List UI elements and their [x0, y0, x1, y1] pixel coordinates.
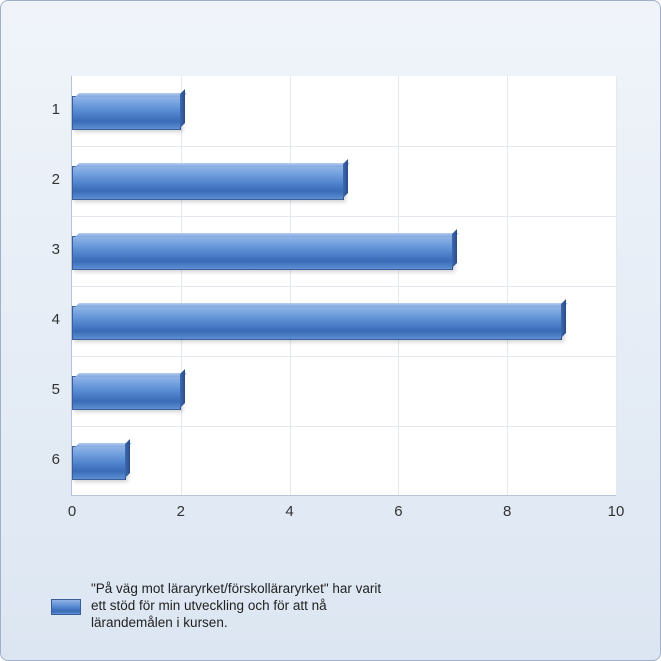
bar — [72, 236, 453, 270]
legend-swatch — [51, 599, 81, 615]
x-tick-label: 4 — [285, 495, 293, 520]
x-tick-label: 2 — [177, 495, 185, 520]
bar — [72, 376, 181, 410]
x-tick-label: 6 — [394, 495, 402, 520]
plot-area: 1 2 3 4 5 6 0 2 4 6 8 10 — [71, 76, 616, 496]
bar-row: 5 — [72, 356, 616, 426]
bar-row: 3 — [72, 216, 616, 286]
bar-row: 2 — [72, 146, 616, 216]
bar-row: 6 — [72, 426, 616, 496]
y-tick-label: 5 — [52, 382, 72, 397]
gridline-v — [616, 76, 617, 495]
y-tick-label: 1 — [52, 102, 72, 117]
bar — [72, 306, 562, 340]
legend-text: "På väg mot läraryrket/förskolläraryrket… — [91, 581, 391, 632]
bar — [72, 166, 344, 200]
bar — [72, 446, 126, 480]
bar — [72, 96, 181, 130]
legend: "På väg mot läraryrket/förskolläraryrket… — [51, 581, 391, 632]
x-tick-label: 8 — [503, 495, 511, 520]
chart-frame: 1 2 3 4 5 6 0 2 4 6 8 10 "P — [0, 0, 661, 661]
x-tick-label: 0 — [68, 495, 76, 520]
y-tick-label: 6 — [52, 452, 72, 467]
bar-row: 1 — [72, 76, 616, 146]
y-tick-label: 2 — [52, 172, 72, 187]
y-tick-label: 3 — [52, 242, 72, 257]
x-tick-label: 10 — [608, 495, 625, 520]
bar-row: 4 — [72, 286, 616, 356]
y-tick-label: 4 — [52, 312, 72, 327]
